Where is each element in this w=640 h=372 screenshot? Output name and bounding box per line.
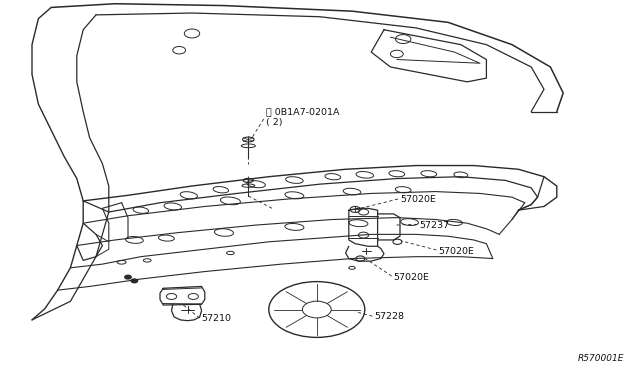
Text: 57020E: 57020E (438, 247, 474, 256)
Circle shape (131, 279, 138, 283)
Text: 57020E: 57020E (400, 195, 436, 203)
Text: R570001E: R570001E (577, 354, 624, 363)
Text: 57237: 57237 (419, 221, 449, 230)
Text: 57210: 57210 (202, 314, 232, 323)
Circle shape (125, 275, 131, 279)
Text: 57228: 57228 (374, 312, 404, 321)
Text: Ⓑ 0B1A7-0201A
( 2): Ⓑ 0B1A7-0201A ( 2) (266, 108, 339, 127)
Text: 57020E: 57020E (394, 273, 429, 282)
